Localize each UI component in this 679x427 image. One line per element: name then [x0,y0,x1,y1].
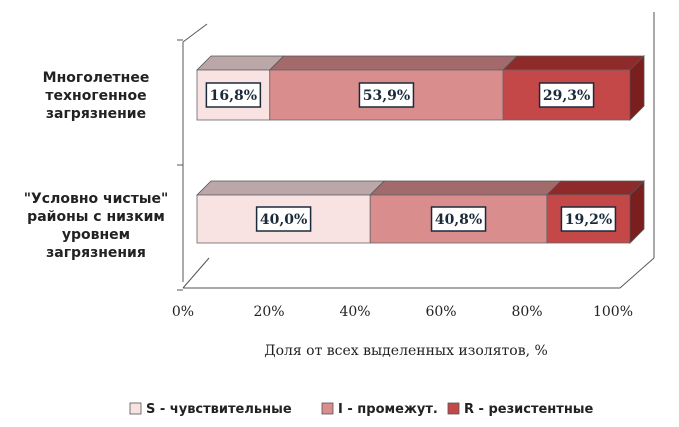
category-labels: Многолетнее техногенное загрязнение "Условн… [24,70,169,261]
category-label: районы с низким [27,209,165,225]
legend-label: S - чувствительные [146,402,292,417]
legend: S - чувствительные I - промежут. R - резис… [129,402,594,417]
category-label: "Условно чистые" [24,191,169,207]
x-tick-label: 0% [172,304,194,320]
data-label-box [430,206,487,232]
x-tick-label: 60% [425,304,456,320]
data-label-box [538,82,595,108]
data-label-box [205,82,262,108]
data-label-box [358,82,415,108]
floor-right-edge [619,257,655,289]
data-label: 29,3% [543,88,590,104]
bar-side-face [629,55,645,121]
data-label: 53,9% [363,88,410,104]
bar-top-face [196,55,285,71]
left-wall-top [182,23,208,43]
x-tick-label: 80% [511,304,542,320]
legend-swatch [129,402,142,415]
data-label: 40,0% [260,212,307,228]
bar-top-face [369,180,562,196]
bar-top-face [545,180,645,196]
legend-label: I - промежут. [338,402,438,417]
data-label-box [560,206,617,232]
data-label-box [255,206,312,232]
data-label: 19,2% [565,212,612,228]
legend-label: R - резистентные [464,402,594,417]
chart-3d-frame [177,12,655,291]
bar-top-face [268,55,519,71]
legend-swatch [321,402,334,415]
bars-group: 16,8% 53,9% 29,3% 40,0% 40,8% 19,2% [196,55,645,244]
category-label: техногенное [45,88,146,104]
bar-top-face [196,180,386,196]
category-label: Многолетнее [43,70,150,86]
x-tick-label: 100% [593,304,633,320]
x-axis-title: Доля от всех выделенных изолятов, % [264,343,548,359]
x-tick-label: 20% [253,304,284,320]
floor-left-edge [182,257,210,289]
category-label: загрязнения [46,245,146,261]
data-label: 40,8% [435,212,482,228]
legend-swatch [447,402,460,415]
data-label: 16,8% [210,88,257,104]
category-label: уровнем [62,227,130,243]
bar-top-face [502,55,645,71]
x-axis-ticks: 0% 20% 40% 60% 80% 100% [172,304,633,320]
category-label: загрязнение [46,106,146,122]
x-tick-label: 40% [339,304,370,320]
bar-side-face [629,180,645,244]
